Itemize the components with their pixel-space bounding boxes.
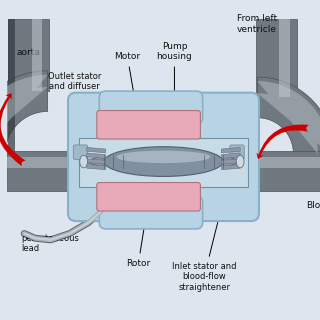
FancyBboxPatch shape [73, 145, 88, 159]
FancyBboxPatch shape [230, 145, 244, 159]
Polygon shape [0, 71, 48, 154]
Bar [79, 138, 248, 187]
Polygon shape [256, 19, 297, 97]
Polygon shape [7, 157, 85, 168]
Text: aorta: aorta [16, 47, 40, 57]
Polygon shape [221, 159, 240, 164]
Polygon shape [223, 155, 243, 168]
Text: Pump
housing: Pump housing [156, 42, 192, 107]
Text: Motor: Motor [115, 52, 140, 109]
Polygon shape [279, 19, 291, 97]
Polygon shape [221, 153, 240, 158]
Text: Rotor: Rotor [126, 188, 151, 268]
Polygon shape [257, 77, 320, 154]
Text: From left
ventricle: From left ventricle [237, 14, 277, 34]
Polygon shape [257, 81, 320, 154]
FancyBboxPatch shape [97, 110, 200, 139]
Polygon shape [221, 148, 240, 153]
FancyBboxPatch shape [99, 91, 203, 124]
Polygon shape [84, 155, 104, 168]
Polygon shape [221, 164, 240, 170]
Ellipse shape [236, 155, 244, 168]
Text: Inlet stator and
blood-flow
straightener: Inlet stator and blood-flow straightener [172, 166, 236, 292]
Polygon shape [0, 75, 48, 154]
Text: Outlet stator
and diffuser: Outlet stator and diffuser [48, 72, 101, 159]
Ellipse shape [116, 151, 211, 163]
FancyBboxPatch shape [99, 196, 203, 229]
Polygon shape [8, 19, 49, 91]
Polygon shape [7, 151, 85, 191]
Polygon shape [8, 19, 15, 154]
Text: Bloo: Bloo [306, 201, 320, 210]
FancyBboxPatch shape [97, 182, 200, 211]
Ellipse shape [104, 147, 223, 176]
Polygon shape [87, 159, 106, 164]
Text: percutaneous
lead: percutaneous lead [21, 234, 79, 253]
Polygon shape [87, 148, 106, 153]
Polygon shape [31, 19, 43, 91]
Polygon shape [257, 151, 320, 191]
Polygon shape [87, 164, 106, 170]
FancyBboxPatch shape [68, 93, 259, 221]
Ellipse shape [80, 155, 88, 168]
Polygon shape [87, 153, 106, 158]
Polygon shape [257, 157, 320, 168]
